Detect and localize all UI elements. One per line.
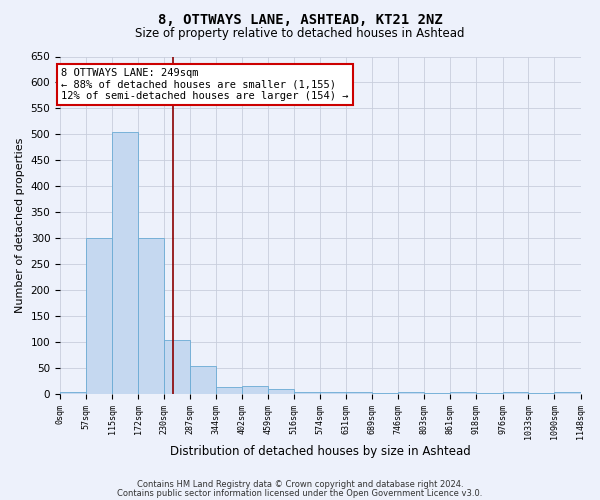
X-axis label: Distribution of detached houses by size in Ashtead: Distribution of detached houses by size … [170, 444, 470, 458]
Text: 8, OTTWAYS LANE, ASHTEAD, KT21 2NZ: 8, OTTWAYS LANE, ASHTEAD, KT21 2NZ [158, 12, 442, 26]
Bar [138, 238, 164, 394]
Bar [190, 366, 216, 394]
Bar [424, 392, 451, 394]
Bar [268, 389, 294, 394]
Bar [60, 392, 86, 394]
Text: Size of property relative to detached houses in Ashtead: Size of property relative to detached ho… [135, 28, 465, 40]
Bar [164, 340, 190, 394]
Bar [242, 386, 268, 394]
Bar [476, 392, 503, 394]
Bar [216, 387, 242, 394]
Text: Contains public sector information licensed under the Open Government Licence v3: Contains public sector information licen… [118, 488, 482, 498]
Bar [320, 392, 346, 394]
Bar [503, 392, 529, 394]
Bar [86, 238, 112, 394]
Bar [346, 392, 373, 394]
Bar [398, 392, 424, 394]
Text: Contains HM Land Registry data © Crown copyright and database right 2024.: Contains HM Land Registry data © Crown c… [137, 480, 463, 489]
Bar [294, 392, 320, 394]
Bar [529, 392, 554, 394]
Bar [554, 392, 581, 394]
Bar [373, 392, 398, 394]
Y-axis label: Number of detached properties: Number of detached properties [15, 138, 25, 313]
Bar [112, 132, 138, 394]
Bar [451, 392, 476, 394]
Text: 8 OTTWAYS LANE: 249sqm
← 88% of detached houses are smaller (1,155)
12% of semi-: 8 OTTWAYS LANE: 249sqm ← 88% of detached… [61, 68, 349, 101]
